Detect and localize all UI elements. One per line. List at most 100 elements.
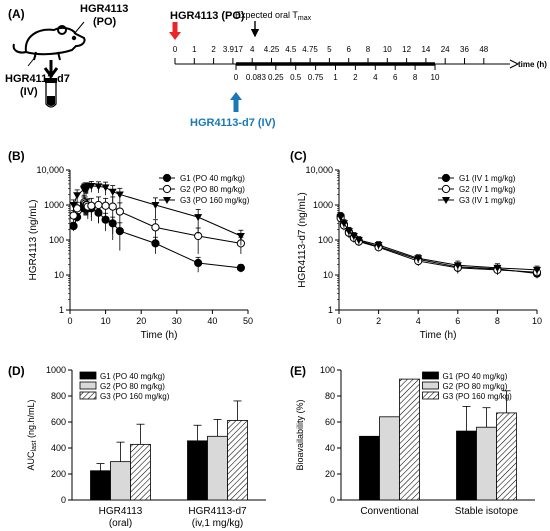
series-line [340, 217, 538, 273]
timeline-bottom-tick-label: 0.083 [246, 73, 267, 82]
x-tick-label: 2 [376, 316, 381, 326]
blood-tube-icon [45, 78, 57, 108]
legend-entry: G1 (PO 40 mg/kg) [180, 174, 245, 183]
data-point [151, 202, 160, 209]
legend-entry: G3 (IV 1 mg/kg) [459, 196, 516, 205]
data-point [236, 233, 245, 241]
panel-a: (A) HGR4113 (PO) HGR4113-d7 (IV) [5, 3, 547, 129]
series [69, 181, 245, 246]
data-point [339, 220, 348, 228]
x-axis-label: Time (h) [420, 330, 457, 341]
category-label: (iv,1 mg/kg) [192, 518, 244, 529]
timeline-top-tick-label: 4.75 [302, 45, 318, 54]
data-point [163, 197, 171, 204]
y-tick-label: 1 [59, 305, 64, 315]
bar [227, 420, 248, 501]
timeline-top-tick-label: 2 [211, 45, 216, 54]
tmax-label: Expected oral Tmax [235, 10, 312, 22]
data-point [442, 197, 450, 204]
panel-b-chart: 1 10 100 1000 10,000 0 10 20 30 40 50 Time (h) HGR41… [28, 165, 253, 341]
x-tick-label: 50 [243, 316, 253, 326]
bar [399, 378, 420, 501]
data-point [69, 211, 78, 220]
legend-entry: G1 (IV 1 mg/kg) [459, 174, 516, 183]
data-point [354, 237, 363, 244]
po-dose-arrowhead-icon [169, 32, 181, 40]
iv-dose-arrowhead-icon [230, 92, 242, 100]
iv-dose-label: HGR4113-d7 (IV) [190, 117, 276, 129]
timeline-top-tick-label: 4.25 [264, 45, 280, 54]
timeline-top-tick-label: 1 [192, 45, 197, 54]
timeline-bottom-tick-label: 0.5 [290, 73, 302, 82]
y-tick-label: 100 [320, 365, 335, 375]
timeline-top-tick-label: 0 [173, 45, 178, 54]
data-point [236, 263, 245, 272]
timeline-top-tick-label: 36 [460, 45, 469, 54]
data-point [101, 201, 110, 210]
data-point [441, 184, 451, 194]
y-tick-label: 100 [318, 235, 333, 245]
data-point [194, 214, 203, 222]
category-label: HGR4113-d7 [188, 506, 247, 517]
legend-entry: G3 (PO 160 mg/kg) [442, 392, 512, 401]
iv-pointer [27, 55, 37, 67]
legend-swatch [79, 391, 97, 400]
data-point [374, 241, 383, 249]
po-dose-label: HGR4113 (PO) [170, 10, 245, 22]
timeline-unit: time (h) [518, 60, 547, 69]
timeline-top-tick-label: 6 [346, 45, 351, 54]
data-point [69, 221, 78, 231]
y-tick-label: 10,000 [305, 165, 333, 175]
y-tick-label: 40 [325, 443, 335, 453]
bar [476, 426, 497, 501]
timeline-axis-arrow-icon [509, 59, 520, 69]
y-tick-label: 0 [330, 495, 335, 505]
y-tick-label: 0 [61, 495, 66, 505]
y-axis-label: HGR4113 (ng/mL) [28, 200, 39, 281]
data-point [87, 201, 96, 210]
legend-entry: G1 (PO 40 mg/kg) [442, 372, 507, 381]
legend: G1 (PO 40 mg/kg) G2 (PO 80 mg/kg) G3 (PO 1… [159, 173, 250, 205]
category-label: HGR4113 [99, 506, 143, 517]
timeline-bottom-tick-label: 10 [431, 73, 440, 82]
timeline-bottom-tick-label: 1 [333, 73, 338, 82]
mouse-icon [12, 25, 86, 61]
mouse-po-label: HGR4113 (PO) [80, 3, 131, 28]
timeline-top-tick-label: 5 [327, 45, 332, 54]
timeline-bottom-tick-label: 6 [393, 73, 398, 82]
data-point [101, 184, 110, 192]
data-point [87, 182, 96, 190]
panel-a-label: (A) [8, 7, 25, 21]
x-tick-label: 8 [495, 316, 500, 326]
legend-entry: G2 (PO 80 mg/kg) [180, 185, 245, 194]
category-label: Conventional [360, 506, 418, 517]
x-tick-label: 10 [101, 316, 111, 326]
y-tick-label: 600 [51, 417, 66, 427]
timeline-top-tick-label: 10 [383, 45, 392, 54]
y-axis-label: HGR4113-d7 (ng/mL) [297, 192, 308, 287]
data-point [533, 266, 541, 274]
y-tick-label: 1000 [44, 200, 64, 210]
data-point [453, 262, 462, 270]
legend-swatch [422, 371, 439, 380]
panel-e-chart: 0 20 40 60 80 100 Conventional Stable isotope Bi… [295, 365, 535, 517]
legend: G1 (PO 40 mg/kg)G2 (PO 80 mg/kg)G3 (PO 1… [79, 371, 170, 401]
x-tick-label: 0 [67, 316, 72, 326]
timeline-bottom-tick-label: 2 [353, 73, 358, 82]
timeline-top-ticks: 0 1 2 3.917 4 4.25 4.5 4.75 5 6 8 10 12 14 24 36 48 [173, 45, 489, 64]
data-point [162, 184, 172, 194]
sampling-arrow-icon [43, 60, 59, 79]
legend-entry: G1 (PO 40 mg/kg) [100, 372, 165, 381]
data-point [151, 223, 160, 232]
legend: G1 (IV 1 mg/kg) G2 (IV 1 mg/kg) G3 (IV 1 m… [438, 173, 516, 205]
y-tick-label: 800 [51, 391, 66, 401]
legend-entry: G3 (PO 160 mg/kg) [180, 196, 250, 205]
data-point [115, 191, 124, 199]
category-label: Stable isotope [455, 506, 519, 517]
y-tick-label: 10 [54, 270, 64, 280]
x-tick-label: 20 [136, 316, 146, 326]
y-tick-label: 80 [325, 391, 335, 401]
timeline-bottom-tick-label: 0.75 [308, 73, 324, 82]
series-line [340, 216, 538, 271]
